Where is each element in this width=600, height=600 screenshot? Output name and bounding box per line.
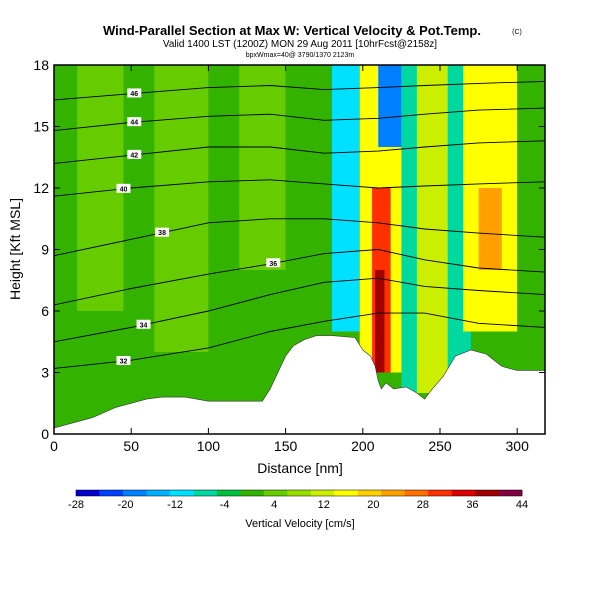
colorbar-swatch-7 (240, 490, 265, 496)
contour-label-42: 42 (130, 152, 138, 159)
colorbar-swatch-17 (475, 490, 499, 496)
w-band-6 (285, 65, 332, 352)
colorbar-swatch-8 (263, 490, 288, 496)
contour-label-44: 44 (130, 120, 138, 127)
colorbar-swatch-6 (216, 490, 241, 496)
terrain-profile (54, 335, 545, 434)
x-tick-label-3: 150 (274, 438, 298, 454)
colorbar-swatch-3 (146, 490, 171, 496)
w-band-17 (517, 65, 545, 373)
w-band-3 (154, 65, 209, 352)
theta-contour-44 (54, 107, 545, 132)
colorbar-tick-label-5: 12 (318, 499, 330, 511)
contour-label-bg-46 (127, 88, 142, 98)
terrain-mask (54, 335, 545, 434)
y-tick-label-0: 0 (41, 426, 49, 442)
colorbar-tick-label-1: -20 (118, 499, 134, 511)
colorbar-label: Vertical Velocity [cm/s] (245, 518, 354, 530)
contour-label-bg-36 (266, 258, 281, 268)
colorbar-tick-label-9: 44 (516, 499, 528, 511)
contour-label-32: 32 (120, 359, 128, 366)
theta-contour-34 (54, 277, 545, 343)
x-tick-label-5: 250 (428, 438, 452, 454)
colorbar-tick-label-2: -12 (167, 499, 183, 511)
colorbar-frame (75, 489, 523, 497)
contour-label-40: 40 (120, 186, 128, 193)
colorbar-tick-label-7: 28 (417, 499, 429, 511)
w-band-5 (239, 65, 286, 270)
theta-contour-46 (54, 80, 545, 101)
y-tick-label-4: 12 (33, 180, 49, 196)
w-band-12 (378, 65, 402, 147)
y-tick-label-2: 6 (41, 303, 49, 319)
colorbar-swatch-16 (451, 490, 476, 496)
colorbar-swatch-4 (169, 490, 194, 496)
colorbar-swatch-1 (99, 490, 124, 496)
chart-title: Wind-Parallel Section at Max W: Vertical… (103, 23, 481, 38)
chart-subsubtitle: bpxWmax=40@ 3790/1370 2123m (246, 52, 355, 59)
contour-label-38: 38 (158, 230, 166, 237)
theta-contour-40 (54, 179, 545, 197)
x-tick-label-6: 300 (506, 438, 530, 454)
colorbar-tick-label-6: 20 (367, 499, 379, 511)
colorbar-swatch-0 (76, 490, 100, 496)
y-tick-label-5: 15 (33, 119, 49, 135)
contour-label-bg-42 (127, 149, 142, 159)
contour-label-bg-34 (136, 319, 151, 329)
colorbar-swatch-11 (334, 490, 358, 496)
colorbar-swatch-10 (310, 490, 335, 496)
colorbar-tick-label-3: -4 (220, 499, 230, 511)
potential-temperature-contours (54, 80, 545, 369)
y-tick-label-6: 18 (33, 57, 49, 73)
contour-label-bg-40 (116, 183, 131, 193)
contour-label-46: 46 (130, 91, 138, 98)
y-axis-label: Height [Kft MSL] (7, 198, 23, 300)
w-band-10 (375, 270, 385, 373)
chart-subtitle: Valid 1400 LST (1200Z) MON 29 Aug 2011 [… (163, 39, 437, 50)
x-axis-label: Distance [nm] (257, 460, 343, 476)
contour-label-36: 36 (269, 261, 277, 268)
contour-label-bg-44 (127, 117, 142, 127)
theta-contour-36 (54, 249, 545, 306)
contour-label-34: 34 (140, 322, 148, 329)
colorbar-tick-label-4: 4 (271, 499, 277, 511)
colorbar-swatch-9 (287, 490, 312, 496)
colorbar-swatch-12 (357, 490, 382, 496)
theta-contour-42 (54, 140, 545, 164)
colorbar-swatch-5 (193, 490, 218, 496)
w-band-2 (77, 65, 124, 311)
colorbar-swatch-15 (428, 490, 452, 496)
y-tick-label-3: 9 (41, 242, 49, 258)
w-band-7 (331, 65, 360, 332)
y-tick-label-1: 3 (41, 365, 49, 381)
colorbar-swatch-13 (381, 490, 405, 496)
x-tick-label-2: 100 (197, 438, 221, 454)
colorbar-swatch-2 (122, 490, 147, 496)
x-tick-label-0: 0 (50, 438, 58, 454)
colorbar-tick-label-8: 36 (466, 499, 478, 511)
vertical-velocity-field (54, 65, 545, 434)
contour-label-bg-32 (116, 356, 131, 366)
theta-contour-32 (54, 312, 545, 369)
colorbar-swatch-14 (404, 490, 429, 496)
colorbar-swatch-18 (498, 490, 523, 496)
chart-title-mark: (C) (512, 29, 522, 36)
contour-labels: 32 34 36 38 40 42 44 46 (116, 88, 281, 366)
x-tick-label-1: 50 (123, 438, 139, 454)
w-band-16 (478, 188, 502, 270)
x-tick-label-4: 200 (351, 438, 375, 454)
colorbar-tick-label-0: -28 (68, 499, 84, 511)
colorbar: -28 -20 -12 -4 4 12 20 28 36 44 (68, 489, 528, 511)
contour-label-bg-38 (155, 227, 170, 237)
